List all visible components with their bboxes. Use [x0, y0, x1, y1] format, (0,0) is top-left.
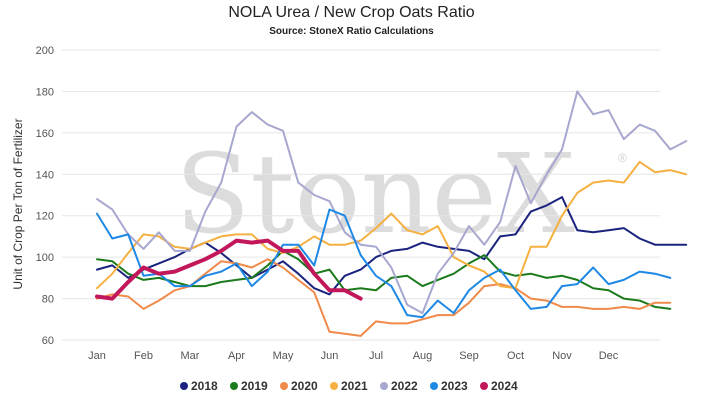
y-tick-label: 200 [36, 45, 54, 57]
chart-subtitle: Source: StoneX Ratio Calculations [269, 26, 434, 37]
y-tick-label: 180 [36, 86, 54, 98]
x-tick-label: Jul [369, 350, 383, 362]
x-tick-label: Jun [321, 350, 339, 362]
y-tick-label: 160 [36, 128, 54, 140]
series-line-2024 [95, 238, 363, 301]
x-tick-label: Jan [88, 350, 106, 362]
y-tick-label: 120 [36, 211, 54, 223]
legend-label-2019[interactable]: 2019 [241, 379, 268, 393]
y-axis-label: Unit of Crop Per Ton of Fertilizer [11, 118, 25, 289]
x-tick-label: Oct [507, 350, 524, 362]
x-tick-label: Dec [599, 350, 619, 362]
series-line-2023 [96, 208, 672, 319]
x-tick-label: Feb [134, 350, 153, 362]
legend-marker-2023 [430, 382, 438, 390]
legend-marker-2021 [330, 382, 338, 390]
watermark-text: StoneX [175, 130, 575, 258]
x-tick-label: May [273, 350, 294, 362]
series-line-2022 [96, 90, 688, 315]
legend-label-2022[interactable]: 2022 [391, 379, 418, 393]
series-lines [95, 90, 688, 337]
series-line-2019 [96, 249, 672, 310]
legend-marker-2022 [380, 382, 388, 390]
chart-title: NOLA Urea / New Crop Oats Ratio [228, 4, 475, 21]
legend-marker-2018 [180, 382, 188, 390]
legend-label-2024[interactable]: 2024 [491, 379, 518, 393]
legend-marker-2019 [230, 382, 238, 390]
x-tick-label: Aug [413, 350, 433, 362]
legend-marker-2024 [480, 382, 488, 390]
x-tick-label: Sep [459, 350, 479, 362]
x-tick-label: Apr [228, 350, 245, 362]
x-tick-label: Mar [181, 350, 200, 362]
series-line-2021 [96, 160, 688, 290]
y-tick-label: 100 [36, 252, 54, 264]
series-line-2020 [96, 258, 672, 337]
x-tick-label: Nov [552, 350, 572, 362]
legend-label-2021[interactable]: 2021 [341, 379, 368, 393]
legend-marker-2020 [280, 382, 288, 390]
y-tick-label: 80 [42, 294, 54, 306]
y-tick-label: 140 [36, 169, 54, 181]
y-tick-label: 60 [42, 335, 54, 347]
legend-label-2023[interactable]: 2023 [441, 379, 468, 393]
registered-mark: ® [618, 151, 627, 165]
x-axis-ticks: Jan Feb Mar Apr May Jun Jul Aug Sep Oct Nov Dec [88, 350, 619, 362]
legend-label-2018[interactable]: 2018 [191, 379, 218, 393]
legend-label-2020[interactable]: 2020 [291, 379, 318, 393]
legend: 2018 2019 2020 2021 2022 2023 2024 [180, 379, 518, 393]
y-axis-ticks: 60 80 100 120 140 160 180 200 [36, 45, 54, 347]
